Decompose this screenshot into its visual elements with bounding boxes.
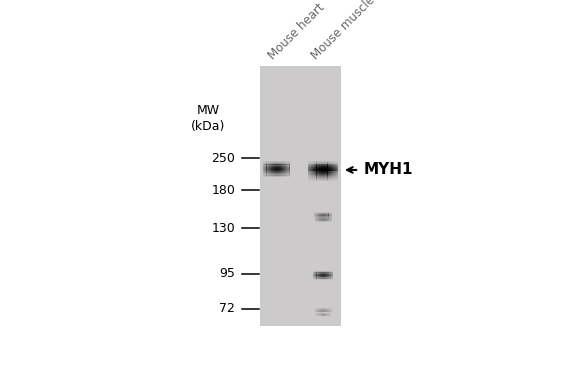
- Text: Mouse heart: Mouse heart: [265, 0, 327, 62]
- Text: 72: 72: [219, 302, 235, 315]
- Text: MYH1: MYH1: [364, 163, 413, 177]
- Text: 95: 95: [219, 267, 235, 280]
- Text: 250: 250: [211, 152, 235, 165]
- Text: MW
(kDa): MW (kDa): [191, 104, 225, 133]
- Text: Mouse muscle: Mouse muscle: [310, 0, 378, 62]
- Bar: [260, 66, 341, 326]
- Text: 180: 180: [211, 184, 235, 197]
- Text: 130: 130: [211, 222, 235, 235]
